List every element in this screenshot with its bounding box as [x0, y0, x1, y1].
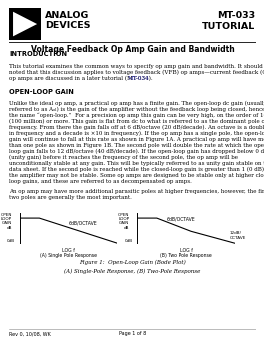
Text: dB: dB	[124, 226, 129, 230]
Text: GAIN: GAIN	[2, 221, 12, 225]
Text: 6dB/OCTAVE: 6dB/OCTAVE	[69, 221, 98, 226]
Text: 0dB: 0dB	[7, 239, 15, 243]
Text: Voltage Feedback Op Amp Gain and Bandwidth: Voltage Feedback Op Amp Gain and Bandwid…	[31, 45, 234, 54]
Text: gain will continue to fall at this rate as shown in Figure 1A. A practical op am: gain will continue to fall at this rate …	[9, 137, 264, 142]
Text: Figure 1:  Open-Loop Gain (Bode Plot): Figure 1: Open-Loop Gain (Bode Plot)	[79, 260, 186, 265]
Text: 12dB/
OCTAVE: 12dB/ OCTAVE	[230, 232, 247, 240]
Text: (A) Single-Pole Response, (B) Two-Pole Response: (A) Single-Pole Response, (B) Two-Pole R…	[64, 269, 201, 275]
Text: the amplifier may not be stable. Some op amps are designed to be stable only at : the amplifier may not be stable. Some op…	[9, 173, 264, 178]
Text: (A) Single Pole Response: (A) Single Pole Response	[40, 253, 97, 258]
Text: noted that this discussion applies to voltage feedback (VFB) op amps—current fee: noted that this discussion applies to vo…	[9, 70, 264, 75]
Text: loop gain falls to 12 dB/octave (40 dB/decade). If the open-loop gain has droppe: loop gain falls to 12 dB/octave (40 dB/d…	[9, 149, 264, 154]
Text: GAIN: GAIN	[119, 221, 129, 225]
Text: MT-034: MT-034	[128, 76, 150, 80]
Text: Page 1 of 8: Page 1 of 8	[119, 331, 146, 337]
Text: than one pole as shown in Figure 1B. The second pole will double the rate at whi: than one pole as shown in Figure 1B. The…	[9, 143, 264, 148]
Text: frequency. From there the gain falls off at 6 dB/octave (20 dB/decade). An octav: frequency. From there the gain falls off…	[9, 125, 264, 130]
Text: LOOP: LOOP	[118, 217, 129, 221]
Text: ANALOG
DEVICES: ANALOG DEVICES	[45, 11, 90, 30]
Text: LOG f: LOG f	[180, 248, 192, 253]
Text: in frequency and a decade is ×10 in frequency). If the op amp has a single pole,: in frequency and a decade is ×10 in freq…	[9, 131, 264, 136]
Text: two poles are generally the most important.: two poles are generally the most importa…	[9, 195, 132, 201]
Polygon shape	[13, 12, 37, 36]
Text: dB: dB	[7, 226, 12, 230]
Text: This tutorial examines the common ways to specify op amp gain and bandwidth. It : This tutorial examines the common ways t…	[9, 64, 264, 69]
Text: the name “open-loop.”  For a precision op amp this gain can be very high, on the: the name “open-loop.” For a precision op…	[9, 113, 264, 118]
Text: (unity gain) before it reaches the frequency of the second pole, the op amp will: (unity gain) before it reaches the frequ…	[9, 155, 238, 160]
Text: 0dB: 0dB	[124, 239, 133, 243]
Text: loop gains, and these are referred to as decompensated op amps.: loop gains, and these are referred to as…	[9, 179, 192, 184]
Text: op amps are discussed in a later tutorial (MT-034).: op amps are discussed in a later tutoria…	[9, 76, 153, 81]
Text: data sheet. If the second pole is reached while the closed-loop gain is greater : data sheet. If the second pole is reache…	[9, 167, 264, 172]
Text: LOG f: LOG f	[62, 248, 75, 253]
Text: An op amp may have more additional parasitic poles at higher frequencies, howeve: An op amp may have more additional paras…	[9, 190, 264, 194]
Text: 6dB/OCTAVE: 6dB/OCTAVE	[167, 216, 196, 221]
Text: OPEN: OPEN	[1, 213, 12, 217]
Text: Rev 0, 10/08, WK: Rev 0, 10/08, WK	[9, 331, 51, 337]
Text: TUTORIAL: TUTORIAL	[202, 22, 256, 31]
Text: (B) Two Pole Response: (B) Two Pole Response	[160, 253, 212, 258]
Text: OPEN-LOOP GAIN: OPEN-LOOP GAIN	[9, 89, 74, 94]
Text: MT-033: MT-033	[218, 11, 256, 20]
Text: referred to as Aₒₗ) is the gain of the amplifier without the feedback loop being: referred to as Aₒₗ) is the gain of the a…	[9, 107, 264, 112]
Text: unconditionally stable at any gain. This will be typically referred to as unity : unconditionally stable at any gain. This…	[9, 161, 264, 166]
Text: OPEN: OPEN	[118, 213, 129, 217]
Text: INTRODUCTION: INTRODUCTION	[9, 51, 67, 57]
Text: LOOP: LOOP	[1, 217, 12, 221]
Text: Unlike the ideal op amp, a practical op amp has a finite gain. The open-loop dc : Unlike the ideal op amp, a practical op …	[9, 101, 264, 106]
Text: (100 million) or more. This gain is flat from dc to what is referred to as the d: (100 million) or more. This gain is flat…	[9, 119, 264, 124]
